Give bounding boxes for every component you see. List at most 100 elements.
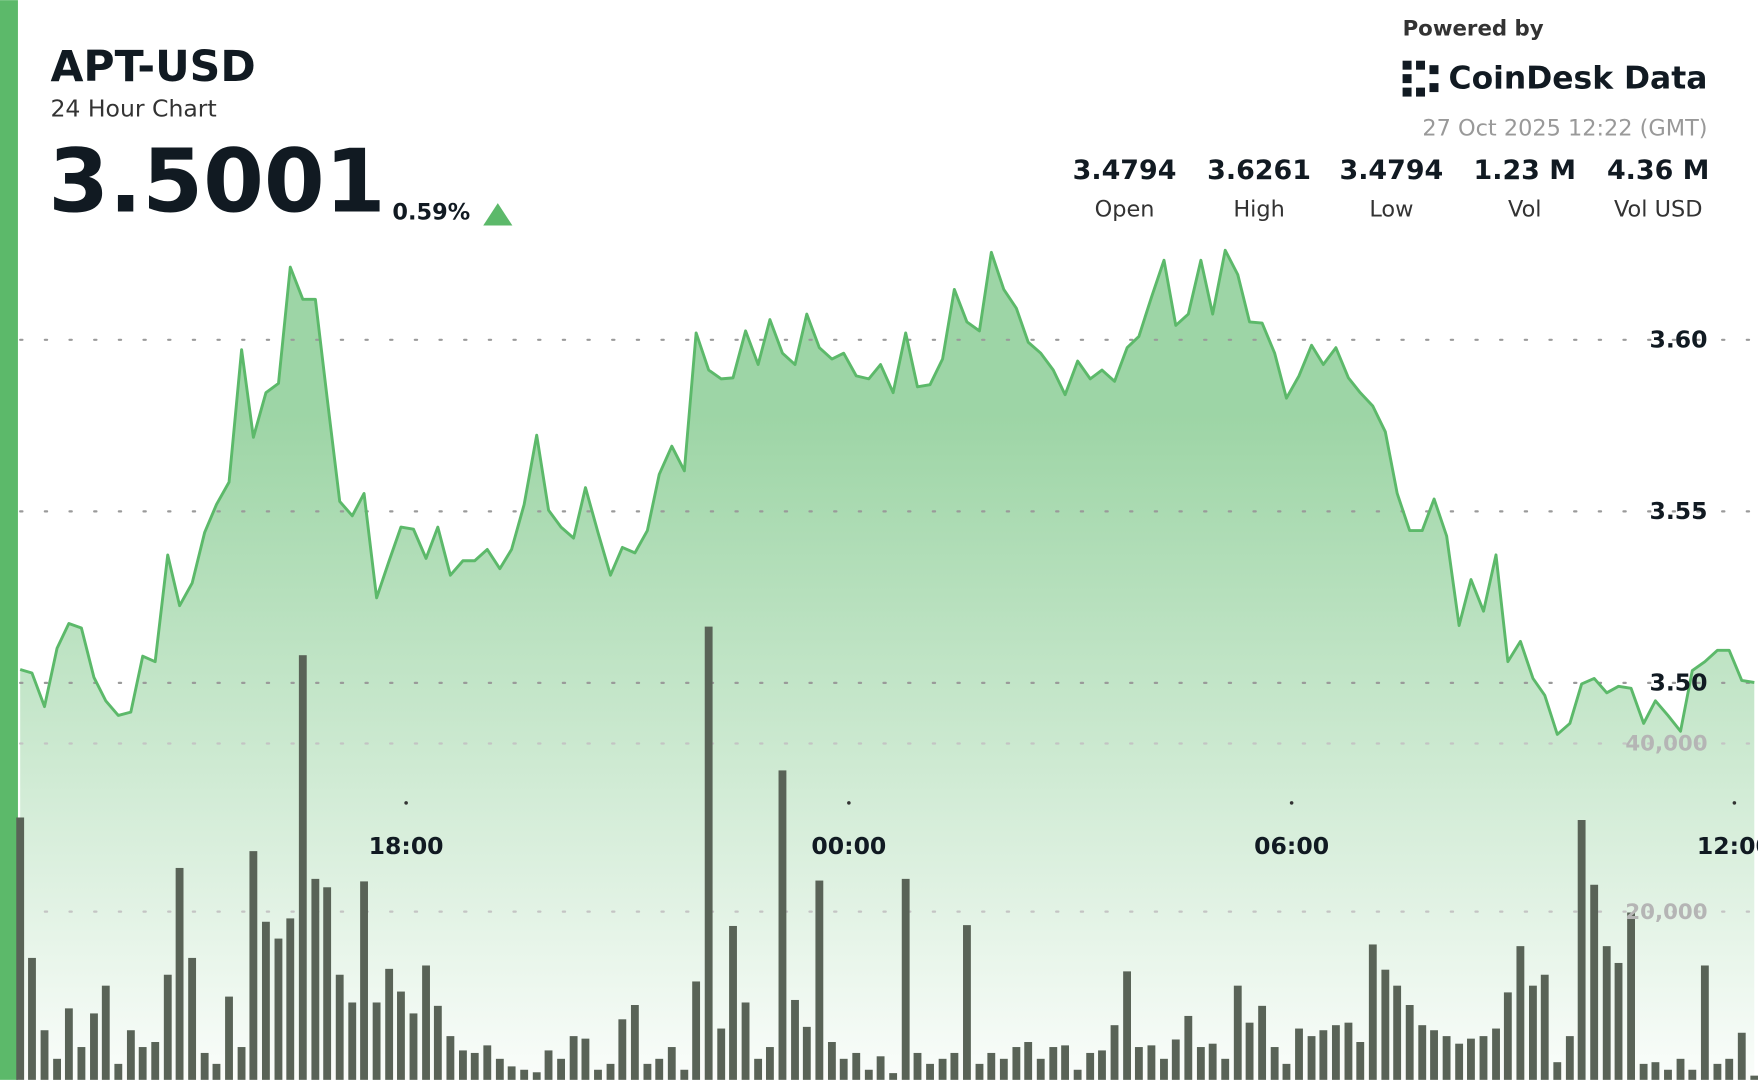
volume-bar (643, 1063, 652, 1080)
volume-bar (433, 1005, 442, 1080)
volume-bar (1307, 1036, 1316, 1080)
volume-bar (1381, 969, 1390, 1080)
stat-label: Vol USD (1614, 196, 1703, 222)
volume-bar (1061, 1045, 1070, 1080)
volume-bar (298, 655, 307, 1080)
stat-value: 3.4794 (1073, 155, 1177, 186)
volume-bar (975, 1063, 984, 1080)
volume-bar (827, 1042, 836, 1080)
volume-bar (754, 1058, 763, 1080)
up-arrow (483, 203, 513, 226)
volume-bar (1553, 1062, 1562, 1080)
y-tick-label: 3.50 (1649, 669, 1707, 697)
price-area (20, 250, 1755, 1080)
volume-bar (151, 1042, 160, 1080)
volume-bar (1368, 944, 1377, 1080)
volume-bar (212, 1063, 221, 1080)
volume-bar (188, 957, 197, 1080)
volume-bar (1430, 1030, 1438, 1080)
stat-value: 3.6261 (1207, 155, 1311, 186)
volume-bar (717, 1028, 726, 1080)
volume-bar (28, 957, 36, 1080)
volume-bar (114, 1063, 123, 1080)
volume-bar (77, 1047, 86, 1080)
volume-bar (618, 1019, 627, 1080)
volume-bar (1405, 1005, 1414, 1080)
volume-bar (741, 1002, 750, 1080)
stats: 3.4794 Open 3.6261 High 3.4794 Low 1.23 … (1073, 155, 1710, 222)
symbol: APT-USD (50, 42, 255, 92)
volume-bar (1024, 1042, 1033, 1080)
axis-labels: 3.50 3.55 3.60 20,000 40,000 18:00 00:00 06:00 1… (369, 325, 1758, 924)
volume-bar (569, 1036, 578, 1080)
volume-bar (950, 1052, 959, 1080)
volume-bar (335, 974, 344, 1080)
volume-bar (1737, 1032, 1746, 1080)
volume-bar (446, 1036, 455, 1080)
volume-bar (1012, 1047, 1021, 1080)
volume-bar (999, 1058, 1008, 1080)
volume-bar (397, 991, 405, 1080)
volume-bar (864, 1069, 873, 1080)
volume-bar (1184, 1015, 1193, 1080)
x-tick-mark (847, 801, 851, 805)
volume-bar (802, 1026, 811, 1080)
volume-bar (1196, 1047, 1205, 1080)
volume-bar (1540, 974, 1549, 1080)
volume-bar (459, 1050, 467, 1080)
volume-bar (1086, 1052, 1095, 1080)
volume-bar (200, 1052, 209, 1080)
timestamp: 27 Oct 2025 12:22 (GMT) (1422, 116, 1707, 142)
stat-value: 1.23 M (1474, 155, 1576, 186)
volume-bar (1049, 1047, 1058, 1080)
volume-bar (40, 1030, 49, 1080)
volume-bar (852, 1052, 861, 1080)
volume-bar (1516, 946, 1525, 1080)
volume-bar (1492, 1028, 1500, 1080)
volume-bar (778, 770, 787, 1080)
volume-bar (286, 918, 295, 1080)
volume-bar (1590, 884, 1599, 1080)
volume-bar (1344, 1022, 1353, 1080)
volume-bar (901, 878, 910, 1080)
brand-logo (1402, 60, 1439, 97)
volume-bar (557, 1058, 566, 1080)
volume-bar (261, 921, 270, 1080)
volume-bar (1750, 1075, 1758, 1080)
volume-bar (1479, 1036, 1488, 1080)
volume-bar (765, 1047, 774, 1080)
y-tick-label: 3.60 (1649, 325, 1707, 353)
volume-bar (385, 968, 394, 1080)
volume-bar (1270, 1047, 1279, 1080)
volume-bar (470, 1052, 479, 1080)
volume-bar (594, 1069, 602, 1080)
volume-bar (938, 1058, 947, 1080)
volume-bar (1258, 1005, 1267, 1080)
volume-bar (237, 1047, 246, 1080)
powered-by: Powered by (1403, 16, 1544, 41)
price: 3.5001 (48, 130, 385, 232)
volume-bar (1295, 1028, 1303, 1080)
x-tick-mark (404, 801, 408, 805)
volume-bar (422, 965, 430, 1080)
stat-value: 3.4794 (1339, 155, 1443, 186)
volume-bar (729, 925, 737, 1080)
volume-bar (1725, 1058, 1734, 1080)
stat-label: Vol (1508, 196, 1542, 222)
price-line (19, 248, 1755, 736)
volume-bar (1614, 962, 1623, 1080)
volume-bar (372, 1002, 381, 1080)
volume-bar (1233, 985, 1242, 1080)
volume-layer (16, 626, 1758, 1080)
change: 0.59% (392, 200, 470, 226)
volume-bar (692, 981, 701, 1080)
volume-bar (913, 1052, 922, 1080)
volume-bar (1418, 1025, 1427, 1080)
volume-bar (1565, 1036, 1574, 1080)
volume-bar (1208, 1043, 1217, 1080)
volume-bar (532, 1072, 541, 1080)
volume-bar (667, 1047, 676, 1080)
volume-bar (1036, 1058, 1045, 1080)
plot: 3.50 3.55 3.60 20,000 40,000 18:00 00:00 06:00 1… (16, 248, 1758, 1080)
